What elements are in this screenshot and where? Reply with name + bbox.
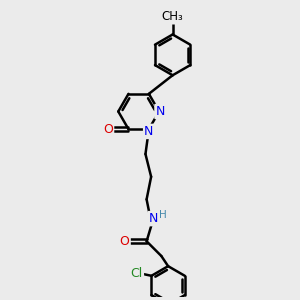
Text: Cl: Cl — [130, 267, 143, 280]
Text: N: N — [149, 212, 158, 225]
Text: N: N — [155, 105, 165, 118]
Text: CH₃: CH₃ — [162, 10, 184, 23]
Text: N: N — [144, 125, 154, 138]
Text: H: H — [159, 209, 167, 220]
Text: O: O — [103, 123, 113, 136]
Text: O: O — [120, 235, 130, 248]
